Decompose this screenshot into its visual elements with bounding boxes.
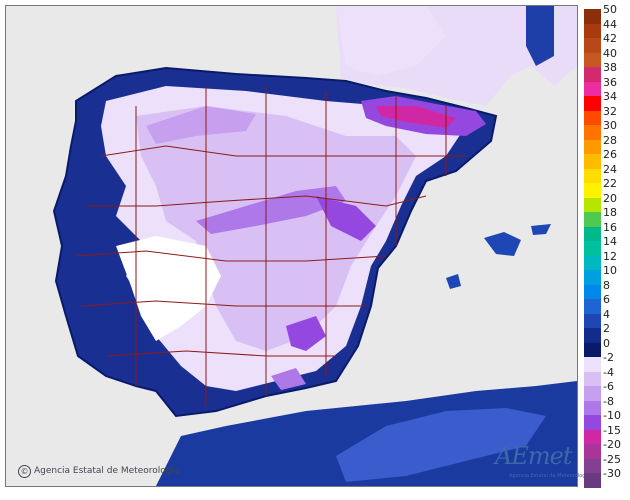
legend-swatch-cold-2 [584, 386, 601, 401]
aemet-logo: AEmet Agencia Estatal de Meteorología [495, 440, 590, 485]
legend-label-warm-11: 24 [603, 162, 617, 176]
legend-swatch-cold-6 [584, 444, 601, 459]
legend-swatch-warm-23 [584, 342, 601, 357]
no-data-area-2 [336, 6, 446, 76]
balearic-menorca [531, 224, 551, 235]
legend-label-warm-4: 38 [603, 61, 617, 74]
legend-label-warm-16: 14 [603, 235, 617, 248]
southeast-cold [271, 368, 306, 390]
legend-label-cold-7: -25 [603, 452, 621, 466]
legend-label-warm-3: 40 [603, 46, 617, 60]
legend-swatch-cold-7 [584, 458, 601, 473]
legend-swatch-cold-1 [584, 371, 601, 386]
logo-wordmark: AEmet [495, 442, 572, 470]
legend-swatch-cold-4 [584, 415, 601, 430]
legend-label-cold-5: -15 [603, 423, 621, 437]
legend-label-warm-2: 42 [603, 32, 617, 45]
legend-swatch-warm-21 [584, 313, 601, 328]
legend-label-warm-6: 34 [603, 90, 617, 103]
copyright-icon: © [18, 465, 31, 478]
legend-label-warm-23: 0 [603, 336, 610, 350]
legend-swatch-warm-7 [584, 110, 601, 125]
legend-swatch-warm-20 [584, 299, 601, 314]
legend-swatch-warm-4 [584, 67, 601, 82]
legend-label-warm-21: 4 [603, 307, 610, 321]
legend-label-cold-3: -8 [603, 394, 614, 408]
legend-swatch-cold-5 [584, 429, 601, 444]
legend-label-cold-2: -6 [603, 380, 614, 393]
legend-swatch-warm-22 [584, 328, 601, 343]
logo-subtitle: Agencia Estatal de Meteorología [509, 473, 590, 479]
legend-swatch-warm-9 [584, 139, 601, 154]
legend-swatch-warm-13 [584, 197, 601, 212]
legend-label-warm-18: 10 [603, 264, 617, 277]
legend-swatch-warm-0 [584, 9, 601, 24]
legend-label-warm-17: 12 [603, 249, 617, 263]
legend-swatch-warm-2 [584, 38, 601, 53]
legend-label-cold-6: -20 [603, 438, 621, 451]
legend-swatch-warm-6 [584, 96, 601, 111]
no-data-area-1 [116, 236, 221, 341]
legend-swatch-warm-3 [584, 52, 601, 67]
legend-swatch-warm-14 [584, 212, 601, 227]
legend-label-cold-0: -2 [603, 351, 614, 364]
africa-highlands [336, 408, 546, 482]
legend-swatch-cold-8 [584, 473, 601, 488]
legend-swatch-warm-15 [584, 226, 601, 241]
legend-label-cold-4: -10 [603, 409, 621, 422]
legend-label-warm-22: 2 [603, 322, 610, 335]
legend-swatch-warm-8 [584, 125, 601, 140]
legend-swatch-warm-19 [584, 284, 601, 299]
temperature-map [5, 5, 578, 487]
legend-swatch-warm-1 [584, 23, 601, 38]
sierra-nevada-cold [286, 316, 326, 351]
legend-label-warm-5: 36 [603, 75, 617, 89]
cantabrian-cold [146, 106, 256, 144]
legend-swatch-warm-16 [584, 241, 601, 256]
legend-swatch-warm-17 [584, 255, 601, 270]
legend-swatch-warm-5 [584, 81, 601, 96]
legend-label-cold-8: -30 [603, 467, 621, 480]
legend-label-warm-13: 20 [603, 191, 617, 205]
legend-label-warm-15: 16 [603, 220, 617, 234]
iberian-system-cold [316, 196, 376, 241]
balearic-mallorca [484, 232, 521, 256]
legend-swatch-cold-0 [584, 357, 601, 372]
legend-swatch-warm-18 [584, 270, 601, 285]
legend-label-warm-8: 30 [603, 119, 617, 132]
legend-label-warm-10: 26 [603, 148, 617, 161]
legend-swatch-warm-10 [584, 154, 601, 169]
legend-label-warm-12: 22 [603, 177, 617, 190]
legend-label-warm-19: 8 [603, 278, 610, 292]
legend-label-cold-1: -4 [603, 365, 614, 379]
legend-swatch-warm-12 [584, 183, 601, 198]
legend-swatch-cold-3 [584, 400, 601, 415]
map-canvas [6, 6, 577, 486]
credit-text: Agencia Estatal de Meteorología [34, 466, 180, 476]
africa-region [156, 381, 577, 486]
legend-swatch-warm-11 [584, 168, 601, 183]
legend-label-warm-14: 18 [603, 206, 617, 219]
france-coast-band [526, 6, 554, 66]
temperature-legend: 50 44 42 40 38 36 34 32 30 28 26 24 22 20 18 16 14 12 10 8 6… [581, 4, 625, 488]
legend-label-warm-9: 28 [603, 133, 617, 147]
legend-label-warm-20: 6 [603, 293, 610, 306]
central-system-cold [196, 186, 346, 234]
legend-label-warm-0: 50 [603, 3, 617, 16]
province-borders [75, 86, 466, 406]
legend-label-warm-7: 32 [603, 104, 617, 118]
legend-label-warm-1: 44 [603, 17, 617, 31]
balearic-ibiza [446, 274, 461, 289]
